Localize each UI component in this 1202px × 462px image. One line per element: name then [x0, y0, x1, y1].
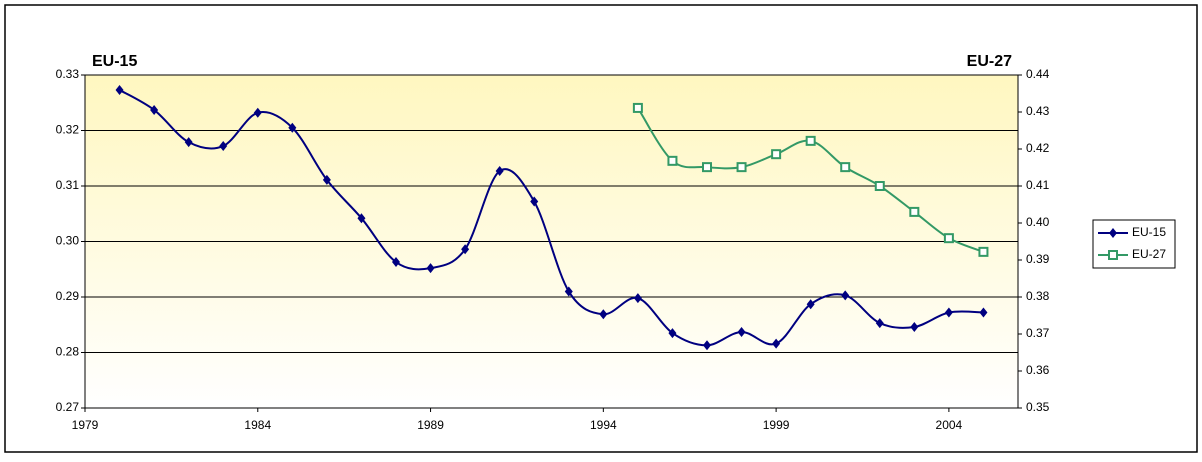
x-tick-label: 1999 [763, 418, 790, 432]
series-line [119, 89, 984, 347]
point [874, 181, 885, 191]
point [909, 206, 920, 217]
point [599, 309, 608, 320]
y2-axis-title: EU-27 [967, 53, 1012, 70]
point [253, 107, 262, 118]
point [357, 213, 366, 224]
y2-tick-label: 0.40 [1026, 215, 1050, 229]
point [943, 233, 954, 244]
point [978, 246, 989, 257]
y2-tick-label: 0.43 [1026, 104, 1050, 118]
point [875, 318, 884, 329]
y2-tick-label: 0.41 [1026, 178, 1050, 192]
legend-marker [1108, 250, 1118, 260]
x-tick-label: 1989 [417, 418, 444, 432]
y2-tick-label: 0.36 [1026, 363, 1050, 377]
y2-tick-label: 0.44 [1026, 67, 1050, 81]
y2-tick-label: 0.37 [1026, 326, 1050, 340]
y-tick-label: 0.32 [56, 123, 80, 137]
y-tick-label: 0.27 [56, 400, 80, 414]
point [530, 196, 539, 207]
point [322, 174, 331, 185]
point [772, 338, 781, 349]
point [495, 166, 504, 177]
point [910, 321, 919, 332]
point [115, 84, 124, 95]
y-tick-label: 0.30 [56, 234, 80, 248]
legend-marker [1109, 228, 1117, 238]
x-tick-label: 1994 [590, 418, 617, 432]
y-tick-label: 0.33 [56, 67, 80, 81]
legend-label: EU-15 [1132, 225, 1166, 239]
y2-tick-label: 0.38 [1026, 289, 1050, 303]
point [667, 155, 678, 166]
y-tick-label: 0.28 [56, 345, 80, 359]
legend-box [1092, 219, 1176, 269]
legend-label: EU-27 [1132, 247, 1166, 261]
point [668, 328, 677, 339]
point [288, 122, 297, 133]
point [979, 307, 988, 318]
x-tick-label: 2004 [936, 418, 963, 432]
y2-tick-label: 0.39 [1026, 252, 1050, 266]
y-axis-title: EU-15 [92, 53, 137, 70]
x-tick-label: 1984 [244, 418, 271, 432]
y-tick-label: 0.29 [56, 289, 80, 303]
point [703, 340, 711, 351]
point [461, 244, 470, 255]
point [771, 149, 782, 160]
point [392, 257, 400, 268]
point [806, 299, 815, 310]
y2-tick-label: 0.42 [1026, 141, 1050, 155]
point [944, 307, 953, 318]
point [426, 263, 435, 274]
y2-tick-label: 0.35 [1026, 400, 1050, 414]
point [632, 102, 643, 113]
point [150, 104, 159, 115]
point [184, 137, 193, 148]
point [564, 286, 573, 297]
point [841, 290, 850, 301]
point [219, 141, 228, 152]
x-tick-label: 1979 [72, 418, 99, 432]
point [736, 162, 747, 173]
point [805, 135, 816, 146]
y-tick-label: 0.31 [56, 178, 80, 192]
point [633, 293, 642, 304]
point [840, 162, 851, 173]
point [702, 162, 712, 173]
point [737, 326, 746, 337]
